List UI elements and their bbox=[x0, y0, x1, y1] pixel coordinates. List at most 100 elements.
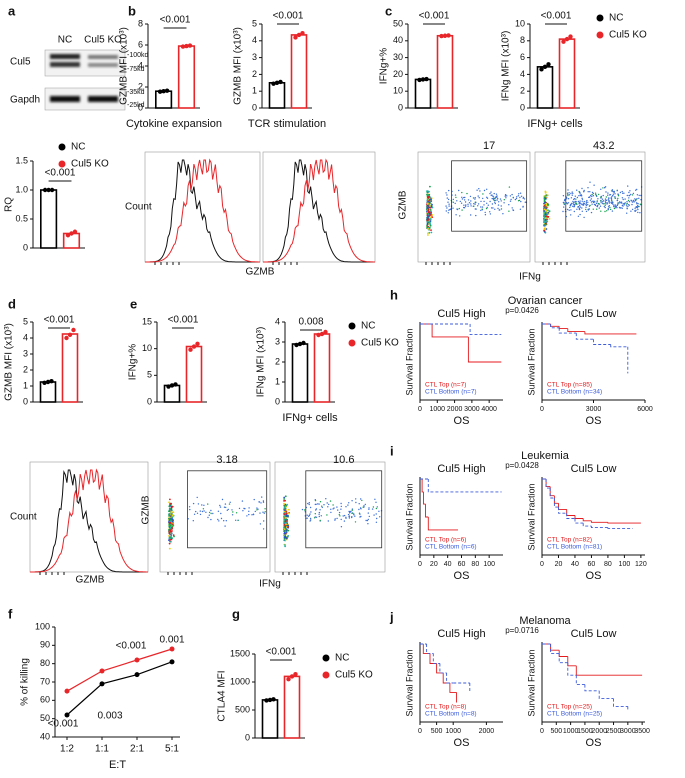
y-tick-label: 10 bbox=[515, 18, 525, 28]
flow-event bbox=[590, 194, 592, 197]
flow-event bbox=[283, 502, 285, 505]
flow-event bbox=[428, 212, 431, 215]
y-tick-label: 1000 bbox=[230, 676, 250, 686]
flow-event bbox=[351, 516, 353, 518]
flow-event bbox=[428, 202, 431, 204]
flow-event bbox=[318, 513, 320, 515]
histogram-curve bbox=[263, 159, 375, 263]
flow-event bbox=[470, 205, 472, 207]
flow-event bbox=[636, 194, 639, 196]
flow-event bbox=[285, 518, 287, 520]
flow-event bbox=[314, 513, 316, 515]
flow-event bbox=[563, 203, 565, 205]
flow-event bbox=[464, 205, 467, 207]
histogram-curve bbox=[263, 158, 375, 263]
survival-step bbox=[613, 698, 628, 707]
flow-event bbox=[547, 209, 549, 212]
flow-event bbox=[365, 519, 367, 522]
replicate-point bbox=[323, 329, 328, 335]
replicate-point bbox=[173, 382, 178, 387]
flow-event bbox=[636, 188, 638, 191]
flow-event bbox=[447, 201, 449, 203]
y-tick-label: 50 bbox=[40, 713, 50, 723]
flow-event bbox=[307, 502, 309, 505]
x-tick-label: 1000 bbox=[445, 728, 461, 735]
flow-event bbox=[585, 208, 587, 211]
flow-event bbox=[375, 501, 377, 503]
flow-event bbox=[579, 213, 581, 216]
flow-event bbox=[544, 206, 547, 209]
flow-event bbox=[427, 202, 429, 205]
flow-event bbox=[543, 218, 546, 221]
flow-event bbox=[606, 210, 608, 212]
histogram-curve bbox=[145, 158, 260, 263]
flow-event bbox=[490, 207, 493, 209]
p-annotation: <0.001 bbox=[48, 719, 79, 730]
flow-event bbox=[446, 197, 448, 199]
flow-event bbox=[604, 187, 606, 189]
flow-event bbox=[264, 508, 266, 510]
flow-event bbox=[591, 195, 593, 198]
flow-event bbox=[548, 210, 551, 213]
flow-event bbox=[566, 192, 569, 194]
flow-event bbox=[196, 496, 198, 499]
flow-event bbox=[168, 514, 171, 517]
flow-event bbox=[592, 201, 595, 204]
flow-event bbox=[474, 197, 476, 199]
x-tick-label: 2500 bbox=[606, 728, 622, 735]
flow-event bbox=[583, 190, 585, 192]
replicate-point bbox=[542, 64, 548, 70]
flow-event bbox=[590, 211, 593, 214]
y-axis-label: GZMB MFI (x10³) bbox=[233, 27, 244, 105]
y-tick-label: 3 bbox=[252, 52, 257, 62]
flow-event bbox=[585, 202, 588, 204]
flow-event bbox=[490, 191, 492, 193]
flow-event bbox=[431, 216, 434, 219]
gate-percent: 17 bbox=[483, 140, 495, 152]
flow-event bbox=[640, 194, 642, 197]
flow-event bbox=[325, 498, 327, 500]
flow-event bbox=[634, 198, 636, 200]
flow-event bbox=[287, 524, 290, 527]
flow-event bbox=[449, 208, 451, 211]
flow-event bbox=[338, 514, 340, 516]
x-tick-label: 80 bbox=[604, 561, 612, 568]
replicate-point bbox=[286, 677, 291, 682]
histogram-curve bbox=[30, 468, 148, 573]
replicate-point bbox=[157, 89, 163, 94]
flow-event bbox=[626, 208, 628, 210]
flow-event bbox=[285, 514, 288, 516]
flow-event bbox=[220, 512, 222, 515]
legend-marker bbox=[58, 143, 66, 151]
flow-event bbox=[201, 504, 203, 506]
flow-event bbox=[235, 519, 237, 521]
y-axis-label: % of killing bbox=[20, 658, 31, 706]
y-tick-label: 0 bbox=[252, 102, 257, 112]
flow-event bbox=[567, 189, 569, 191]
flow-event bbox=[193, 513, 196, 515]
flow-event bbox=[426, 207, 429, 209]
flow-event bbox=[494, 202, 496, 205]
flow-event bbox=[636, 202, 638, 204]
survival-step bbox=[584, 684, 600, 692]
flow-event bbox=[616, 207, 618, 209]
flow-event bbox=[455, 214, 457, 216]
flow-event bbox=[563, 199, 566, 202]
plot-subtitle: Cul5 Low bbox=[571, 308, 617, 320]
survival-step bbox=[432, 653, 440, 664]
replicate-point bbox=[49, 379, 54, 384]
flow-event bbox=[573, 203, 575, 206]
flow-event bbox=[607, 206, 610, 208]
flow-event bbox=[445, 210, 447, 212]
flow-event bbox=[452, 201, 455, 203]
flow-event bbox=[371, 508, 374, 510]
flow-event bbox=[308, 502, 310, 504]
series-point bbox=[134, 657, 140, 663]
flow-event bbox=[490, 194, 492, 197]
flow-event bbox=[626, 201, 628, 203]
flow-event bbox=[610, 199, 613, 201]
flow-event bbox=[571, 194, 573, 196]
y-axis-label: GZMB MFI (x10³) bbox=[4, 323, 15, 401]
flow-event bbox=[608, 197, 610, 199]
flow-event bbox=[616, 199, 619, 201]
